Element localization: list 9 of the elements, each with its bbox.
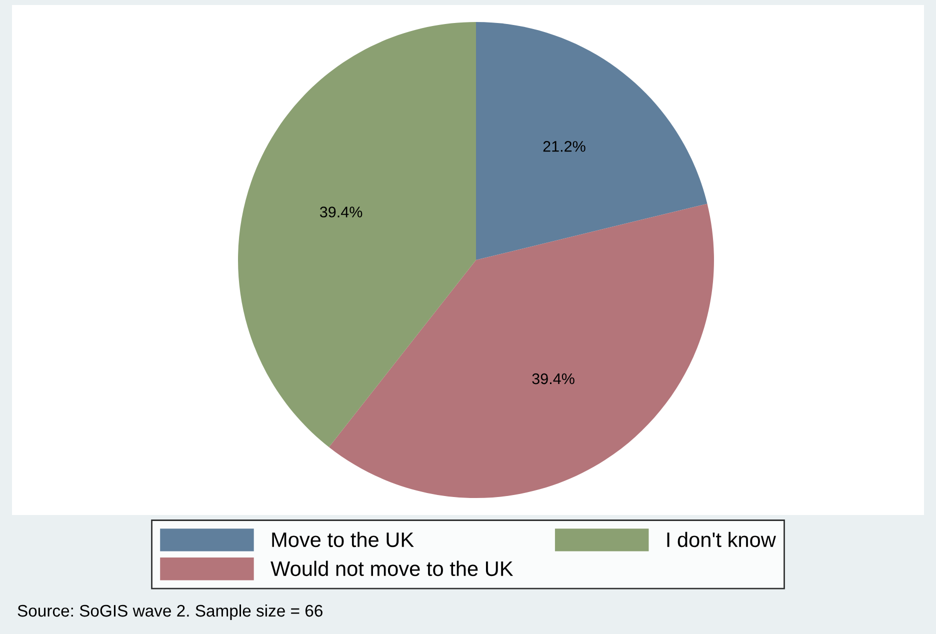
pie-slice xyxy=(238,22,476,448)
legend-label: I don't know xyxy=(667,532,776,548)
data-label: 21.2% xyxy=(543,141,586,152)
legend-label: Move to the UK xyxy=(272,532,414,548)
data-label: 39.4% xyxy=(320,206,362,218)
legend-label: Would not move to the UK xyxy=(270,560,514,576)
pie-slice xyxy=(476,22,708,260)
data-label: 39.4% xyxy=(532,373,574,384)
source-note: Source: SoGIS wave 2. Sample size = 66 xyxy=(18,604,322,620)
